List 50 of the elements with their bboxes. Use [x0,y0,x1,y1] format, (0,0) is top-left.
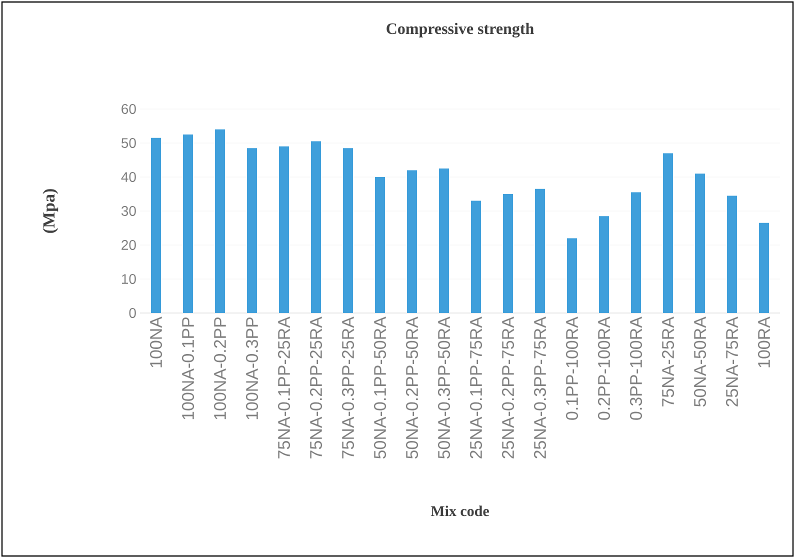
bar [759,222,770,314]
bar [375,177,386,314]
x-tick-label: 75NA-0.2PP-25RA [310,316,322,458]
y-tick-label: 40 [121,172,136,182]
y-tick-label: 50 [121,138,136,148]
y-tick-label: 0 [129,308,136,318]
chart-title: Compressive strength [386,22,534,38]
x-tick-label: 50NA-0.3PP-50RA [438,316,450,459]
x-tick-label: 0.2PP-100RA [598,316,610,420]
x-tick-label: 100RA [758,316,770,368]
bar [215,129,225,314]
bar [343,148,354,314]
x-tick-label: 100NA-0.2PP [214,317,226,420]
y-axis-title: (Mpa) [42,189,58,233]
x-tick-label: 50NA-50RA [694,316,706,407]
x-tick-label: 25NA-0.2PP-75RA [502,316,514,458]
bar [247,148,258,314]
x-tick-label: 50NA-0.1PP-50RA [374,316,386,459]
x-tick-label: 100NA-0.3PP [246,317,258,420]
bar [535,188,546,314]
x-tick-label: 0.1PP-100RA [566,316,578,420]
bar [567,238,578,314]
x-tick-label: 75NA-0.3PP-25RA [342,316,354,458]
x-tick-label: 75NA-0.1PP-25RA [278,316,290,458]
y-tick-label: 60 [122,104,136,114]
x-tick-label: 25NA-75RA [726,316,738,406]
bar [503,194,514,314]
bar [663,153,674,314]
bar [183,134,194,314]
x-tick-label: 100NA [150,316,162,368]
x-tick-label: 25NA-0.3PP-75RA [534,316,546,458]
x-tick-label: 100NA-0.1PP [182,317,194,420]
bar [599,216,610,314]
x-tick-label: 50NA-0.2PP-50RA [406,316,418,459]
bar [407,170,418,314]
bar [151,138,161,314]
y-tick-label: 20 [122,240,136,250]
bar [279,146,289,314]
x-tick-label: 0.3PP-100RA [630,316,642,420]
x-tick-label: 75NA-25RA [662,316,674,406]
bar [727,196,738,314]
bar [311,141,322,314]
y-tick-label: 10 [122,274,136,284]
y-tick-label: 30 [121,206,136,216]
bar [471,200,482,314]
x-tick-label: 25NA-0.1PP-75RA [470,316,482,458]
bar [439,168,450,314]
bar [631,192,642,314]
x-axis-title: Mix code [430,506,489,516]
bar [695,174,706,314]
